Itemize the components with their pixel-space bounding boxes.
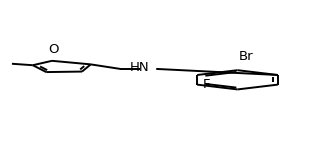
Text: Br: Br <box>239 50 254 63</box>
Text: HN: HN <box>130 61 149 74</box>
Text: F: F <box>203 78 210 91</box>
Text: O: O <box>48 43 59 56</box>
